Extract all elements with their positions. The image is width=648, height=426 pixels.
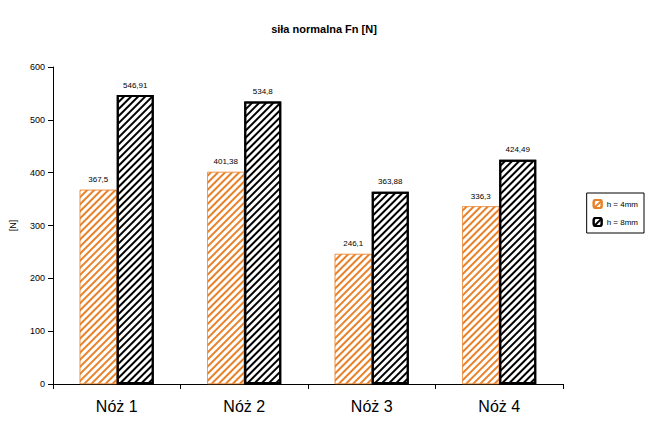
svg-text:534,8: 534,8: [253, 87, 274, 96]
svg-text:[N]: [N]: [8, 220, 18, 232]
svg-text:Nóż 1: Nóż 1: [96, 398, 138, 415]
svg-text:246,1: 246,1: [343, 239, 364, 248]
svg-text:400: 400: [30, 168, 45, 178]
svg-text:424,49: 424,49: [506, 145, 531, 154]
svg-text:siła normalna Fn [N]: siła normalna Fn [N]: [271, 23, 377, 35]
svg-text:336,3: 336,3: [471, 192, 492, 201]
svg-text:300: 300: [30, 221, 45, 231]
svg-text:500: 500: [30, 115, 45, 125]
svg-text:600: 600: [30, 62, 45, 72]
svg-text:401,38: 401,38: [214, 157, 239, 166]
svg-text:363,88: 363,88: [378, 177, 403, 186]
svg-text:Nóż 3: Nóż 3: [351, 398, 393, 415]
svg-text:h = 4mm: h = 4mm: [607, 200, 639, 209]
svg-text:h = 8mm: h = 8mm: [607, 218, 639, 227]
svg-text:100: 100: [30, 326, 45, 336]
svg-text:200: 200: [30, 273, 45, 283]
svg-text:367,5: 367,5: [88, 175, 109, 184]
svg-text:Nóż 4: Nóż 4: [478, 398, 520, 415]
svg-text:546,91: 546,91: [123, 81, 148, 90]
svg-text:Nóż 2: Nóż 2: [223, 398, 265, 415]
svg-text:0: 0: [40, 379, 45, 389]
